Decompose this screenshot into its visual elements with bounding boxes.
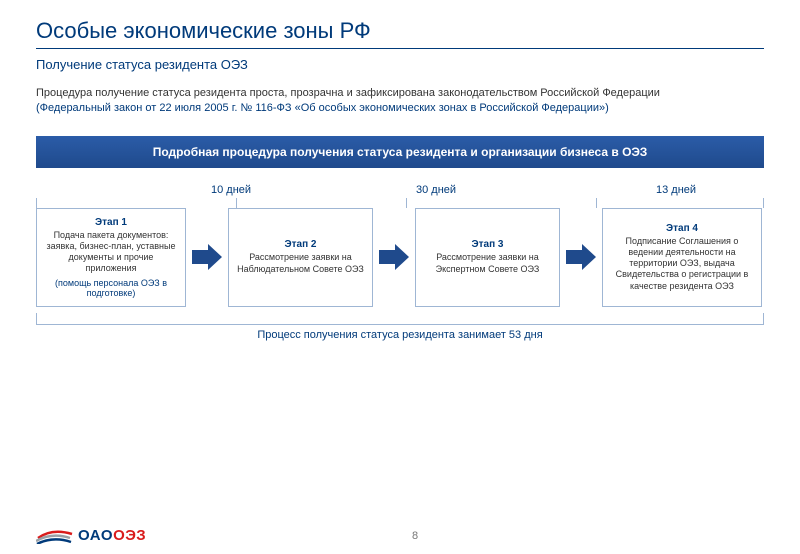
logo-swoosh-icon [36, 524, 74, 544]
logo-text-oao: ОАО [78, 527, 113, 544]
stage-3-body: Рассмотрение заявки на Экспертном Совете… [422, 252, 553, 275]
stage-4-body: Подписание Соглашения о ведении деятельн… [609, 236, 755, 292]
flow-row: Этап 1 Подача пакета документов: заявка,… [36, 208, 764, 307]
intro-line1: Процедура получение статуса резидента пр… [36, 87, 660, 99]
stage-2: Этап 2 Рассмотрение заявки на Наблюдател… [228, 208, 373, 307]
tick [406, 198, 407, 208]
intro-law: (Федеральный закон от 22 июля 2005 г. № … [36, 102, 609, 114]
total-text: Процесс получения статуса резидента зани… [36, 329, 764, 341]
logo-text-oez: ОЭЗ [113, 527, 146, 544]
total-bracket: Процесс получения статуса резидента зани… [36, 313, 764, 353]
title-rule [36, 48, 764, 49]
page-title: Особые экономические зоны РФ [36, 18, 764, 44]
footer: ОАООЭЗ 8 [0, 524, 800, 544]
page-number: 8 [146, 530, 684, 544]
arrow-icon [192, 244, 222, 270]
tick [763, 198, 764, 208]
tick [596, 198, 597, 208]
duration-3: 13 дней [656, 184, 696, 196]
stage-2-title: Этап 2 [235, 239, 366, 250]
duration-2: 30 дней [416, 184, 456, 196]
subtitle: Получение статуса резидента ОЭЗ [36, 57, 764, 72]
bracket-line [36, 313, 764, 325]
arrow-icon [566, 244, 596, 270]
stage-2-body: Рассмотрение заявки на Наблюдательном Со… [235, 252, 366, 275]
stage-3-title: Этап 3 [422, 239, 553, 250]
stage-4-title: Этап 4 [609, 223, 755, 234]
tick [236, 198, 237, 208]
procedure-banner: Подробная процедура получения статуса ре… [36, 136, 764, 168]
tick [36, 198, 37, 208]
stage-3: Этап 3 Рассмотрение заявки на Экспертном… [415, 208, 560, 307]
logo: ОАООЭЗ [36, 524, 146, 544]
intro-text: Процедура получение статуса резидента пр… [36, 86, 764, 116]
duration-1: 10 дней [211, 184, 251, 196]
stage-1: Этап 1 Подача пакета документов: заявка,… [36, 208, 186, 307]
stage-1-body: Подача пакета документов: заявка, бизнес… [43, 230, 179, 275]
stage-4: Этап 4 Подписание Соглашения о ведении д… [602, 208, 762, 307]
arrow-icon [379, 244, 409, 270]
stage-1-note: (помощь персонала ОЭЗ в подготовке) [43, 278, 179, 298]
slide: Особые экономические зоны РФ Получение с… [0, 0, 800, 353]
durations-row: 10 дней 30 дней 13 дней [36, 174, 764, 208]
stage-1-title: Этап 1 [43, 217, 179, 228]
